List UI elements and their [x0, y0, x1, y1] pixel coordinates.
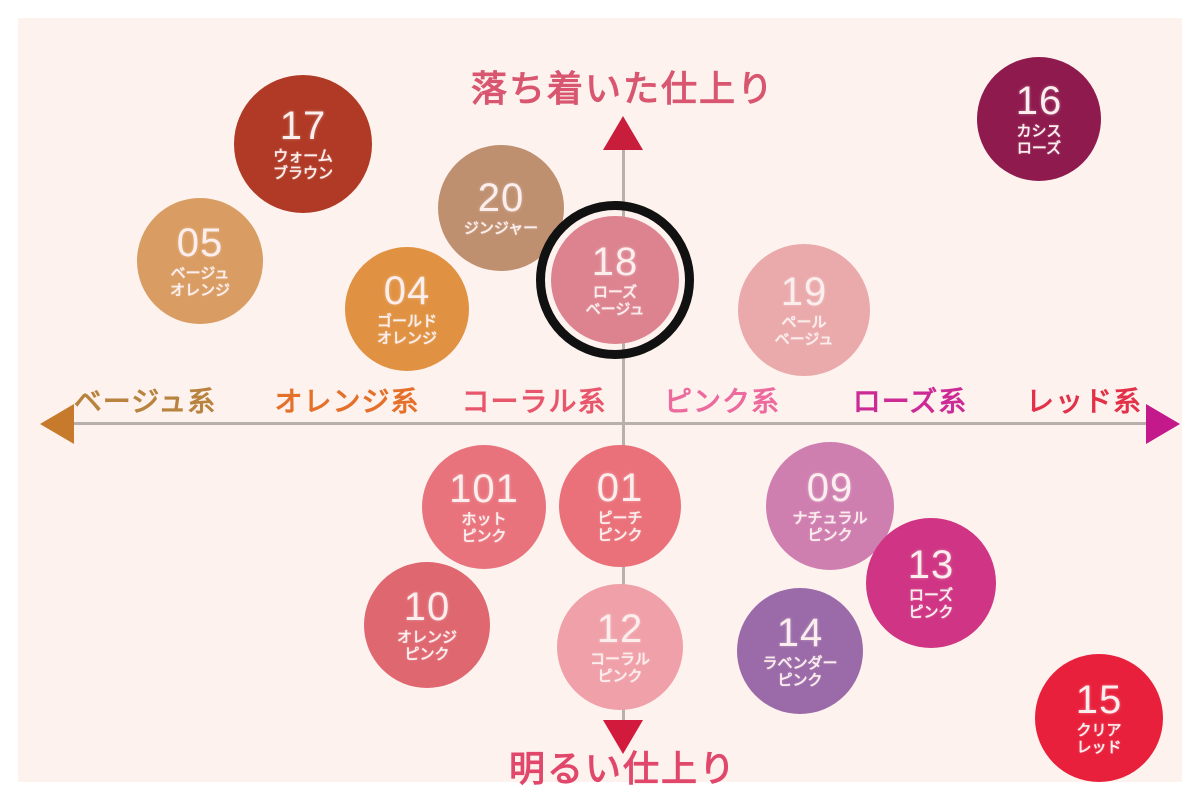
shade-number: 01 [596, 466, 644, 511]
shade-bubble-18[interactable]: 18 ローズ ベージュ [536, 201, 694, 359]
shade-name: ナチュラル ピンク [792, 510, 868, 544]
shade-name: ホット ピンク [461, 511, 507, 545]
shade-bubble-20[interactable]: 20 ジンジャー [438, 145, 564, 271]
shade-bubble-05[interactable]: 05 ベージュ オレンジ [137, 198, 263, 324]
horizontal-axis-line [58, 422, 1168, 425]
shade-bubble-10[interactable]: 10 オレンジ ピンク [364, 562, 490, 688]
shade-bubble-101[interactable]: 101 ホット ピンク [422, 445, 546, 569]
shade-bubble-04[interactable]: 04 ゴールド オレンジ [345, 247, 469, 371]
shade-number: 17 [279, 104, 327, 149]
shade-bubble-15[interactable]: 15 クリア レッド [1035, 654, 1163, 782]
shade-name: ラベンダー ピンク [762, 655, 838, 689]
shade-bubble-16[interactable]: 16 カシス ローズ [977, 57, 1101, 181]
shade-number: 101 [449, 467, 519, 512]
shade-number: 05 [176, 221, 224, 266]
axis-category-label: レッド系 [1025, 386, 1143, 417]
shade-number: 13 [907, 543, 955, 588]
axis-label-top: 落ち着いた仕上り [470, 68, 775, 109]
shade-name: ゴールド オレンジ [376, 313, 437, 347]
axis-category-label: ローズ系 [852, 386, 968, 417]
shade-number: 15 [1075, 678, 1123, 723]
axis-arrow-left-icon [40, 404, 74, 444]
axis-category-label: コーラル系 [461, 386, 607, 417]
shade-number: 04 [383, 269, 431, 314]
shade-number: 19 [780, 270, 828, 315]
axis-arrow-right-icon [1146, 404, 1180, 444]
shade-bubble-19[interactable]: 19 ペール ベージュ [738, 244, 870, 376]
shade-bubble-14[interactable]: 14 ラベンダー ピンク [737, 588, 863, 714]
shade-name: カシス ローズ [1016, 123, 1062, 157]
shade-bubble-12[interactable]: 12 コーラル ピンク [557, 584, 683, 710]
shade-name: ジンジャー [463, 220, 539, 238]
shade-bubble-01[interactable]: 01 ピーチ ピンク [559, 445, 681, 567]
axis-arrow-down-icon [603, 720, 643, 754]
axis-category-label: ピンク系 [663, 386, 781, 417]
shade-name: ベージュ オレンジ [169, 265, 230, 299]
shade-name: ローズ ベージュ [585, 284, 645, 318]
shade-name: ローズ ピンク [908, 587, 954, 621]
shade-name: ピーチ ピンク [597, 510, 643, 544]
axis-label-bottom: 明るい仕上り [508, 748, 737, 789]
shade-name: ペール ベージュ [774, 314, 834, 348]
shade-number: 20 [477, 176, 525, 221]
vertical-axis-line [622, 136, 625, 748]
axis-category-label: ベージュ系 [73, 386, 217, 417]
shade-bubble-09[interactable]: 09 ナチュラル ピンク [766, 442, 894, 570]
shade-name: ウォーム ブラウン [272, 148, 333, 182]
shade-name: オレンジ ピンク [396, 629, 457, 663]
shade-bubble-17[interactable]: 17 ウォーム ブラウン [234, 75, 372, 213]
shade-number: 16 [1015, 79, 1063, 124]
axis-category-label: オレンジ系 [274, 386, 420, 417]
shade-number: 09 [806, 466, 854, 511]
shade-name: クリア レッド [1076, 722, 1122, 756]
shade-name: コーラル ピンク [589, 651, 650, 685]
shade-number: 12 [596, 607, 644, 652]
shade-number: 18 [591, 240, 639, 285]
chart-canvas: 落ち着いた仕上り 明るい仕上り ベージュ系 オレンジ系 コーラル系 ピンク系 ローズ系 レ… [18, 18, 1182, 789]
shade-bubble-13[interactable]: 13 ローズ ピンク [866, 518, 996, 648]
shade-number: 10 [403, 585, 451, 630]
shade-number: 14 [776, 611, 824, 656]
axis-arrow-up-icon [603, 116, 643, 150]
